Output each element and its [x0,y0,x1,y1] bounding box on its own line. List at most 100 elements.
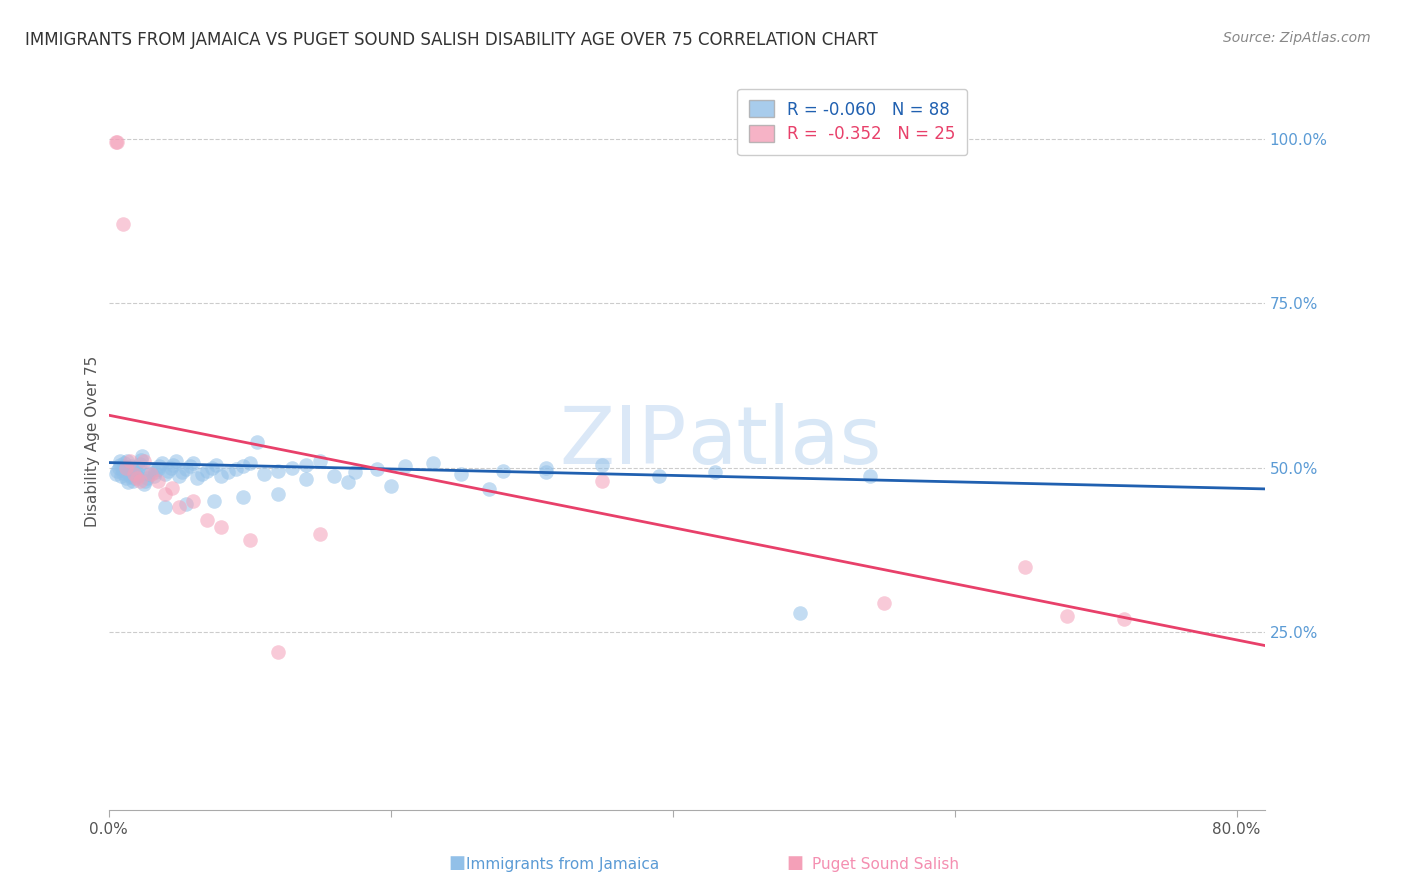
Text: ■: ■ [449,855,465,872]
Point [146,474,169,488]
Point [232,458,254,473]
Point [344,466,367,480]
Point [111,466,134,480]
Point [232,491,254,505]
Text: ■: ■ [786,855,803,872]
Point [422,456,444,470]
Point [153,467,176,482]
Point [156,464,179,478]
Point [267,645,290,659]
Point [104,135,127,149]
Point [534,460,557,475]
Point [295,458,318,472]
Point [110,468,132,483]
Point [121,474,143,488]
Point [120,462,142,476]
Point [118,468,141,483]
Point [134,474,156,488]
Point [115,460,138,475]
Point [174,497,197,511]
Point [195,464,218,478]
Point [118,454,141,468]
Point [104,467,127,482]
Point [159,460,181,475]
Point [111,218,134,232]
Point [129,453,152,467]
Point [281,460,304,475]
Point [148,458,170,473]
Point [591,474,613,488]
Point [181,456,204,470]
Text: atlas: atlas [686,402,882,481]
Point [125,465,148,479]
Point [167,468,190,483]
Point [225,462,247,476]
Point [450,467,472,482]
Point [108,454,131,468]
Point [160,481,183,495]
Point [186,471,208,485]
Point [107,460,129,475]
Point [153,487,176,501]
Point [647,468,669,483]
Point [128,457,150,471]
Point [492,464,515,478]
Point [153,500,176,515]
Point [591,458,613,472]
Point [139,464,162,478]
Point [146,462,169,476]
Point [136,467,159,482]
Point [108,458,131,472]
Point [135,471,157,485]
Point [195,514,218,528]
Point [122,471,145,485]
Point [267,487,290,501]
Y-axis label: Disability Age Over 75: Disability Age Over 75 [86,356,100,527]
Point [859,468,882,483]
Point [105,135,128,149]
Point [125,468,148,483]
Point [114,471,136,485]
Text: Immigrants from Jamaica: Immigrants from Jamaica [465,857,659,872]
Point [239,533,262,548]
Point [1056,608,1078,623]
Point [143,466,166,480]
Text: ZIP: ZIP [560,402,686,481]
Point [209,468,232,483]
Point [150,456,173,470]
Point [1014,559,1036,574]
Point [132,454,155,468]
Point [534,466,557,480]
Point [181,493,204,508]
Point [366,462,388,476]
Point [246,434,269,449]
Point [105,464,128,478]
Point [267,464,290,478]
Point [380,478,402,492]
Point [204,458,226,472]
Point [122,467,145,482]
Point [131,449,153,463]
Point [704,466,727,480]
Point [120,458,142,473]
Point [190,467,212,482]
Point [309,526,332,541]
Point [165,454,187,468]
Point [112,458,135,473]
Point [114,464,136,478]
Point [394,458,416,473]
Point [122,467,145,482]
Point [139,467,162,482]
Point [127,460,149,475]
Text: Puget Sound Salish: Puget Sound Salish [813,857,959,872]
Point [111,462,134,476]
Point [337,475,360,490]
Point [170,466,193,480]
Point [132,477,155,491]
Point [128,474,150,488]
Text: Source: ZipAtlas.com: Source: ZipAtlas.com [1223,31,1371,45]
Point [118,466,141,480]
Point [478,482,501,496]
Point [117,475,139,490]
Point [218,466,240,480]
